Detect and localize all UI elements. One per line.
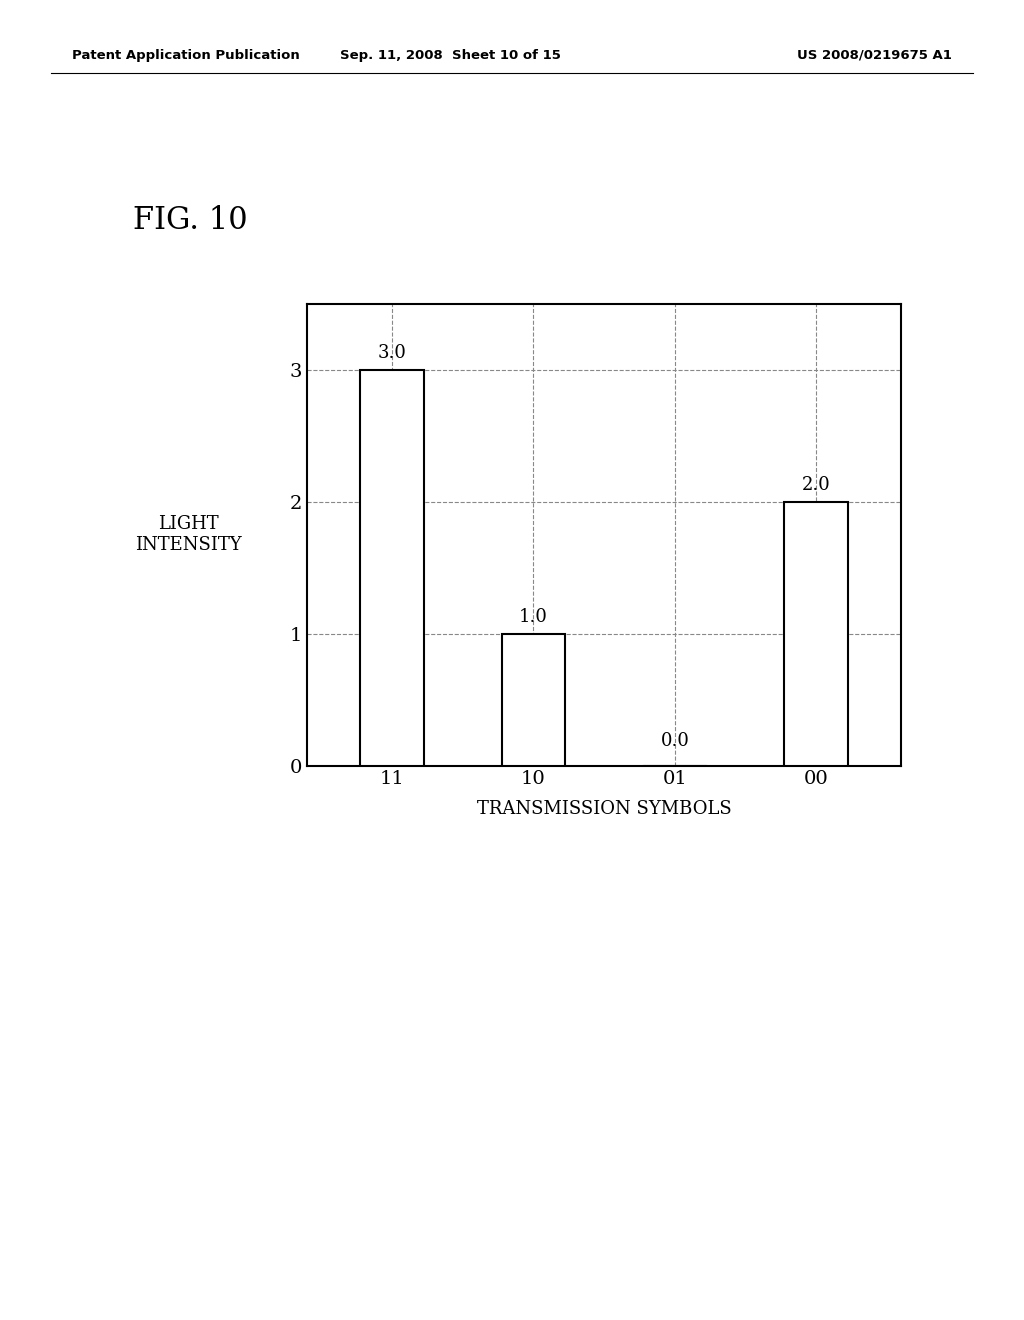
Bar	[784, 502, 848, 766]
Text: 0.0: 0.0	[660, 731, 689, 750]
Text: 2.0: 2.0	[802, 475, 830, 494]
Text: 3.0: 3.0	[378, 343, 407, 362]
Text: 1.0: 1.0	[519, 607, 548, 626]
Text: Patent Application Publication: Patent Application Publication	[72, 49, 299, 62]
Bar	[502, 634, 565, 766]
Bar	[360, 370, 424, 766]
Y-axis label: LIGHT
INTENSITY: LIGHT INTENSITY	[135, 515, 242, 554]
X-axis label: TRANSMISSION SYMBOLS: TRANSMISSION SYMBOLS	[477, 800, 731, 817]
Text: US 2008/0219675 A1: US 2008/0219675 A1	[798, 49, 952, 62]
Text: Sep. 11, 2008  Sheet 10 of 15: Sep. 11, 2008 Sheet 10 of 15	[340, 49, 561, 62]
Text: FIG. 10: FIG. 10	[133, 205, 248, 235]
